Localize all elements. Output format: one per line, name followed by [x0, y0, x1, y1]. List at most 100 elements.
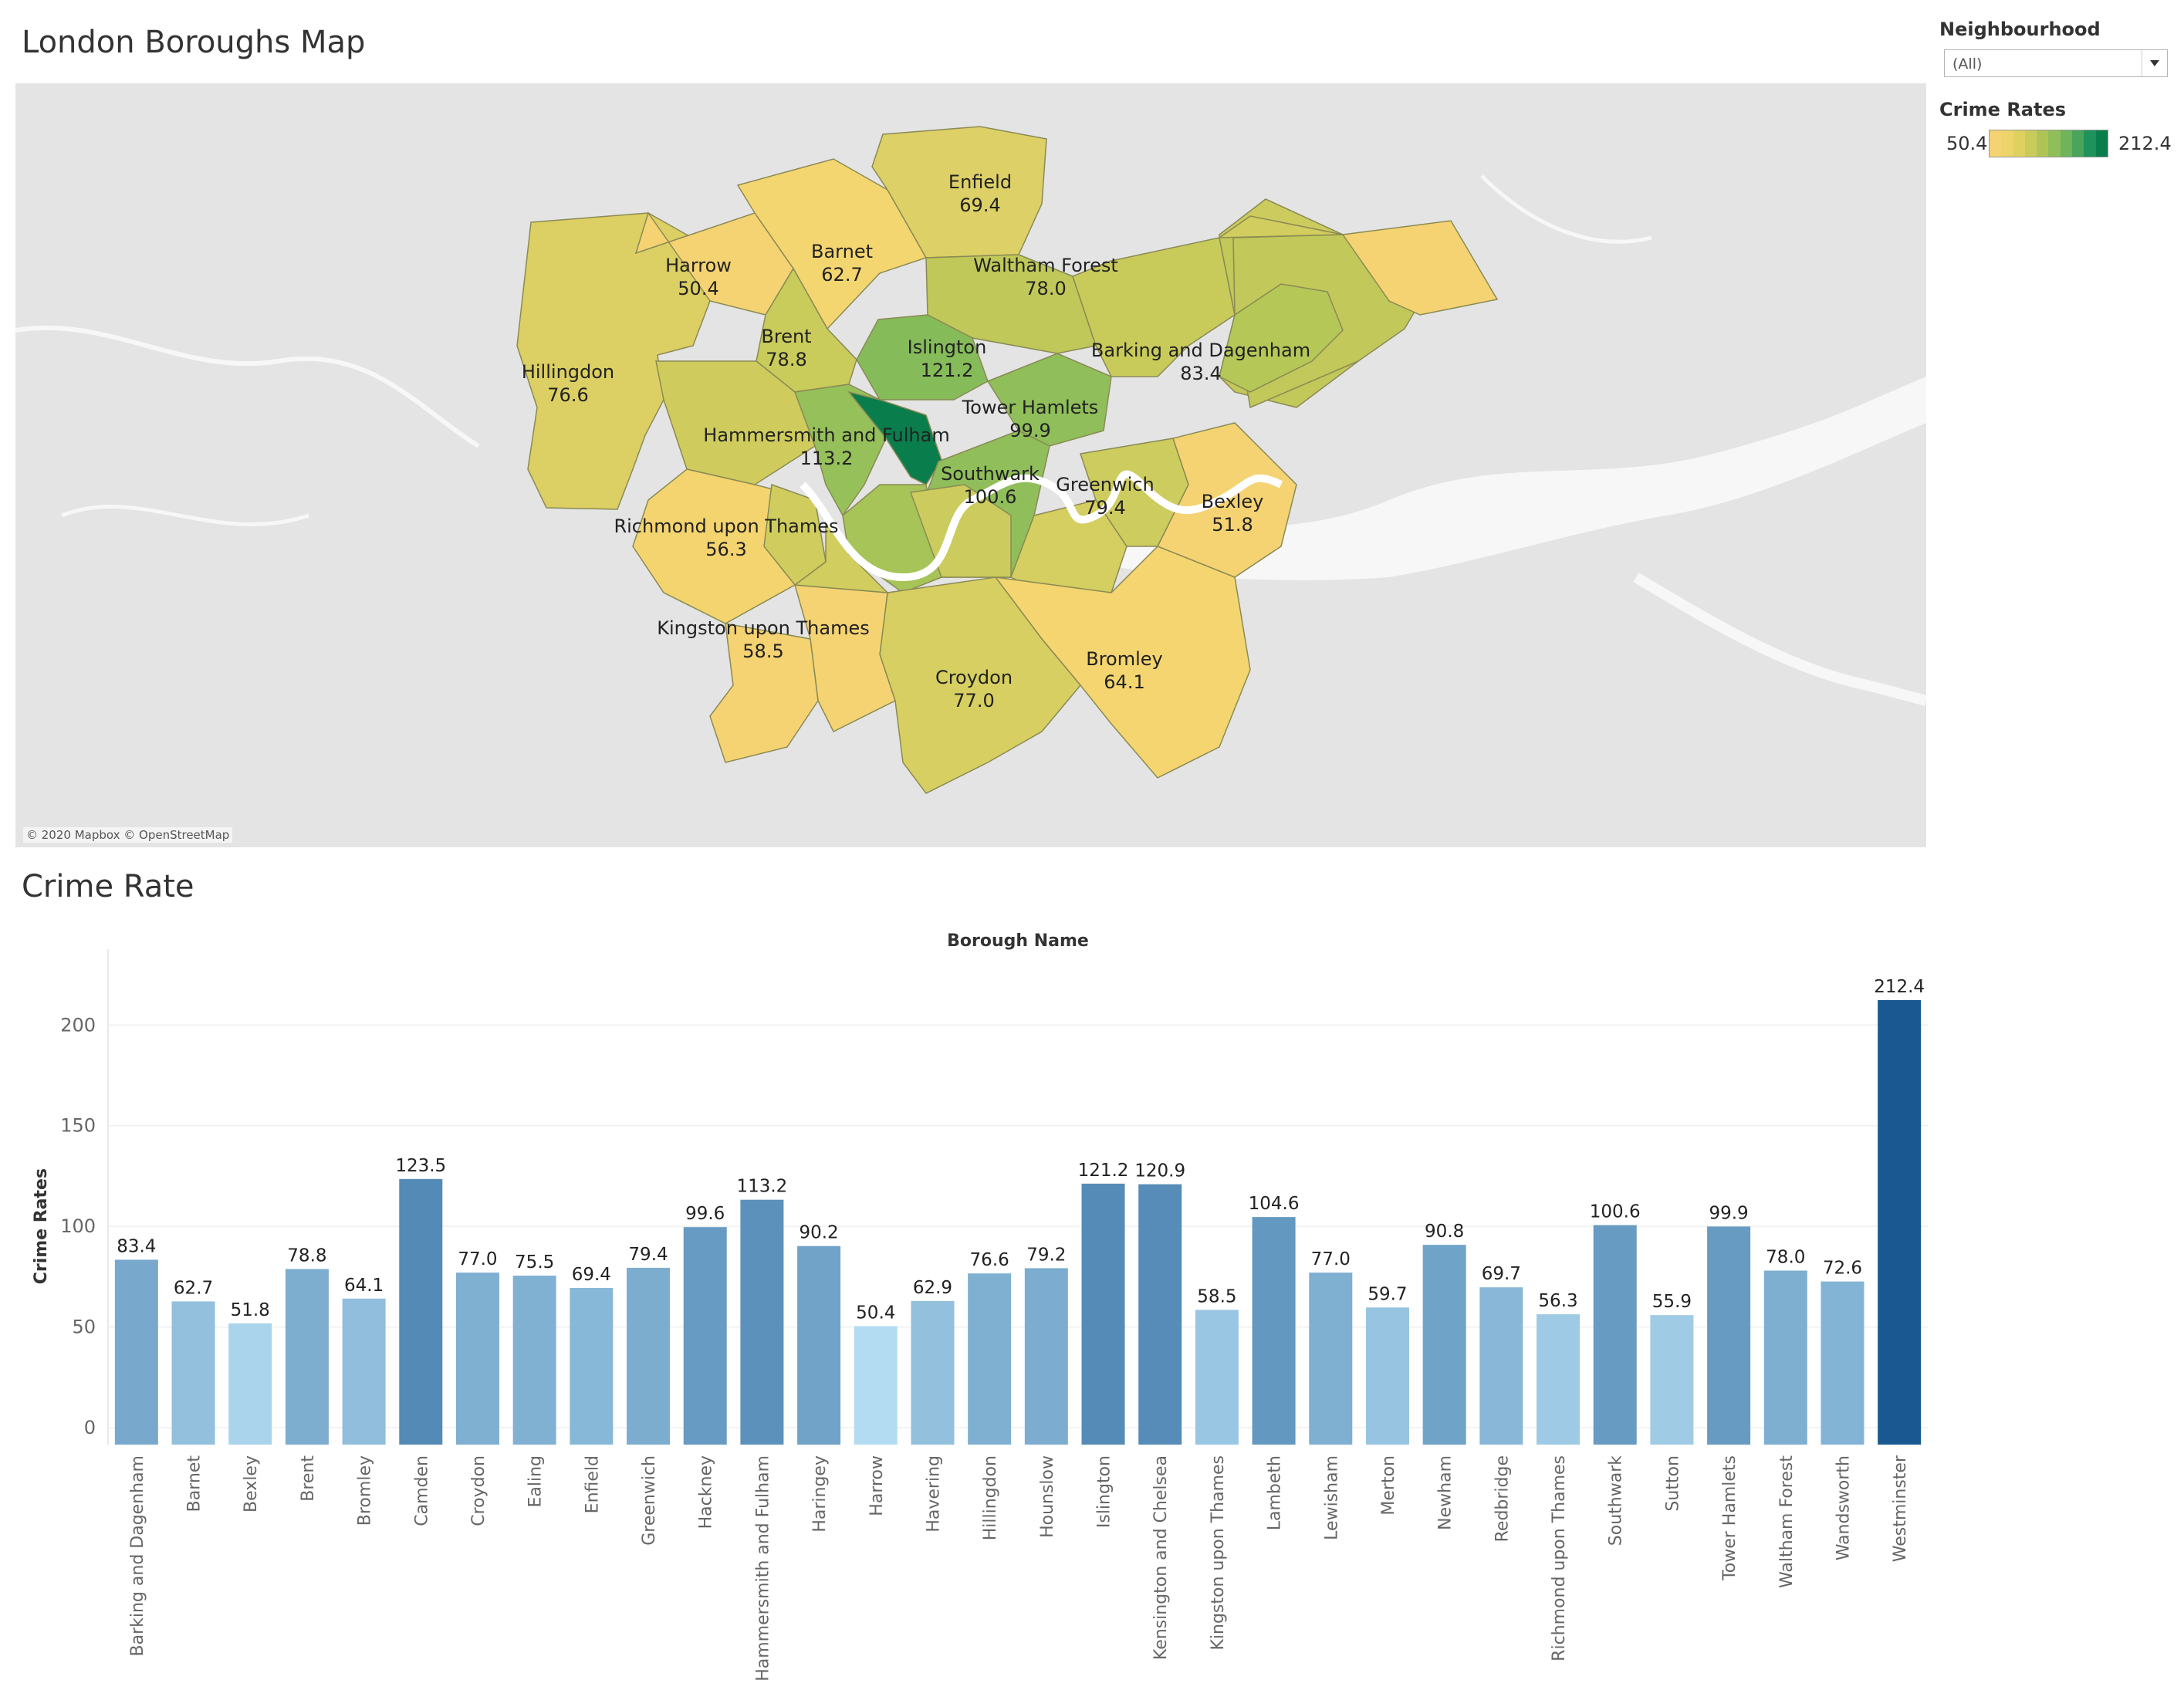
map-label-tower-hamlets: Tower Hamlets 99.9	[962, 397, 1099, 441]
bar-enfield[interactable]	[570, 1287, 614, 1445]
neighbourhood-filter-dropdown[interactable]: (All)	[1944, 49, 2168, 77]
map-label-kingston-upon-thames: Kingston upon Thames 58.5	[657, 617, 869, 662]
bar-hounslow[interactable]	[1024, 1268, 1068, 1445]
bar-lambeth[interactable]	[1252, 1217, 1296, 1445]
bar-ealing[interactable]	[512, 1276, 556, 1445]
borough-ealing[interactable]	[655, 360, 816, 485]
bar-barnet[interactable]	[171, 1301, 215, 1445]
x-category-label: Croydon	[469, 1455, 489, 1526]
y-tick-label: 150	[60, 1115, 96, 1137]
bar-havering[interactable]	[911, 1300, 955, 1445]
x-category-label: Newham	[1436, 1455, 1455, 1530]
x-category-label: Ealing	[526, 1455, 546, 1508]
y-tick-label: 0	[84, 1417, 96, 1438]
map-water-stream	[1480, 174, 1652, 244]
borough-havering[interactable]	[1341, 220, 1499, 316]
bar-data-label: 100.6	[1590, 1202, 1641, 1222]
x-category-label: Lewisham	[1322, 1455, 1341, 1540]
bar-data-label: 78.0	[1766, 1248, 1805, 1268]
legend-color-step	[2037, 130, 2049, 157]
x-category-label: Enfield	[583, 1455, 602, 1513]
bar-data-label: 99.9	[1709, 1203, 1748, 1223]
bar-data-label: 99.6	[685, 1204, 725, 1224]
legend-color-step	[1990, 130, 2002, 157]
bar-lewisham[interactable]	[1309, 1273, 1353, 1445]
borough-barnet[interactable]	[736, 158, 928, 330]
bar-bexley[interactable]	[228, 1323, 272, 1445]
bar-haringey[interactable]	[797, 1246, 841, 1445]
bar-wandsworth[interactable]	[1821, 1281, 1865, 1445]
x-category-label: Richmond upon Thames	[1550, 1455, 1569, 1661]
bar-camden[interactable]	[399, 1178, 443, 1445]
bar-greenwich[interactable]	[627, 1267, 671, 1445]
map-label-harrow: Harrow 50.4	[665, 255, 732, 299]
bar-data-label: 77.0	[458, 1249, 497, 1269]
bar-richmond-upon-thames[interactable]	[1537, 1314, 1581, 1445]
bar-data-label: 90.8	[1425, 1222, 1464, 1242]
map-label-richmond-upon-thames: Richmond upon Thames 56.3	[614, 515, 838, 560]
x-category-label: Barnet	[185, 1455, 205, 1513]
borough-hammersmith-and-fulham[interactable]	[793, 384, 887, 517]
map-canvas[interactable]: Enfield 69.4 Harrow 50.4 Barnet 62.7 Waltha…	[15, 83, 1926, 847]
bar-croydon[interactable]	[455, 1273, 499, 1445]
borough-islington[interactable]	[856, 314, 989, 401]
borough-edge	[1219, 198, 1344, 239]
legend-color-step	[2095, 130, 2108, 157]
x-category-label: Kensington and Chelsea	[1151, 1455, 1171, 1660]
borough-shapes	[516, 126, 1499, 794]
x-category-label: Bexley	[242, 1455, 261, 1513]
bar-kingston-upon-thames[interactable]	[1195, 1310, 1239, 1445]
legend-color-step	[2072, 130, 2084, 157]
bar-data-label: 62.7	[174, 1278, 213, 1298]
bar-westminster[interactable]	[1878, 999, 1922, 1445]
bar-sutton[interactable]	[1650, 1315, 1694, 1445]
triangle-down-icon[interactable]	[2142, 50, 2167, 76]
legend-color-step	[2048, 130, 2061, 157]
bar-data-label: 76.6	[970, 1250, 1009, 1270]
bar-data-label: 83.4	[117, 1236, 156, 1256]
x-category-label: Westminster	[1891, 1455, 1910, 1562]
bar-kensington-and-chelsea[interactable]	[1138, 1184, 1182, 1445]
x-category-label: Merton	[1379, 1455, 1398, 1516]
bar-southwark[interactable]	[1593, 1225, 1637, 1445]
bar-harrow[interactable]	[854, 1326, 898, 1445]
x-category-label: Southwark	[1607, 1455, 1626, 1546]
bar-merton[interactable]	[1365, 1307, 1409, 1445]
x-category-label: Lambeth	[1266, 1455, 1285, 1530]
bar-data-label: 120.9	[1134, 1161, 1185, 1181]
bar-waltham-forest[interactable]	[1763, 1270, 1807, 1445]
legend-color-step	[2024, 130, 2037, 157]
bar-bromley[interactable]	[342, 1298, 386, 1445]
bar-data-label: 55.9	[1652, 1292, 1692, 1312]
bar-data-label: 79.2	[1026, 1245, 1066, 1265]
x-category-label: Waltham Forest	[1777, 1455, 1797, 1588]
map-attribution[interactable]: © 2020 Mapbox © OpenStreetMap	[23, 827, 233, 843]
map-label-croydon: Croydon 77.0	[935, 667, 1013, 711]
crime-rate-bar-chart[interactable]: Borough Name Crime Rates 0 50 100 150 200 83…	[0, 918, 2184, 1690]
x-category-label: Sutton	[1663, 1455, 1682, 1512]
map-label-barnet: Barnet 62.7	[811, 241, 873, 286]
bar-chart-title: Crime Rate	[22, 869, 194, 904]
bar-brent[interactable]	[285, 1269, 329, 1445]
bar-islington[interactable]	[1081, 1183, 1125, 1445]
legend-color-step	[2084, 130, 2096, 157]
bar-tower-hamlets[interactable]	[1707, 1226, 1751, 1445]
bar-hillingdon[interactable]	[968, 1273, 1012, 1445]
bar-data-label: 69.4	[572, 1265, 611, 1285]
bar-redbridge[interactable]	[1479, 1287, 1523, 1445]
x-category-label: Wandsworth	[1834, 1455, 1853, 1560]
map-label-bromley: Bromley 64.1	[1086, 648, 1163, 693]
borough-hounslow[interactable]	[763, 483, 827, 586]
x-category-label: Brent	[299, 1455, 318, 1502]
bar-hackney[interactable]	[683, 1227, 727, 1445]
london-boroughs-map[interactable]: Enfield 69.4 Harrow 50.4 Barnet 62.7 Waltha…	[15, 83, 1926, 847]
river-thames	[800, 470, 1283, 582]
bar-barking-and-dagenham[interactable]	[114, 1259, 158, 1445]
bar-newham[interactable]	[1422, 1245, 1466, 1445]
map-water-stream	[1633, 572, 1926, 706]
bar-hammersmith-and-fulham[interactable]	[740, 1199, 784, 1445]
map-label-hillingdon: Hillingdon 76.6	[522, 361, 614, 406]
x-category-label: Redbridge	[1493, 1455, 1512, 1542]
bars-layer: 83.4 Barking and Dagenham 62.7 Barnet 51.8 Be…	[114, 977, 1925, 1682]
borough-kingston-upon-thames[interactable]	[709, 623, 819, 763]
